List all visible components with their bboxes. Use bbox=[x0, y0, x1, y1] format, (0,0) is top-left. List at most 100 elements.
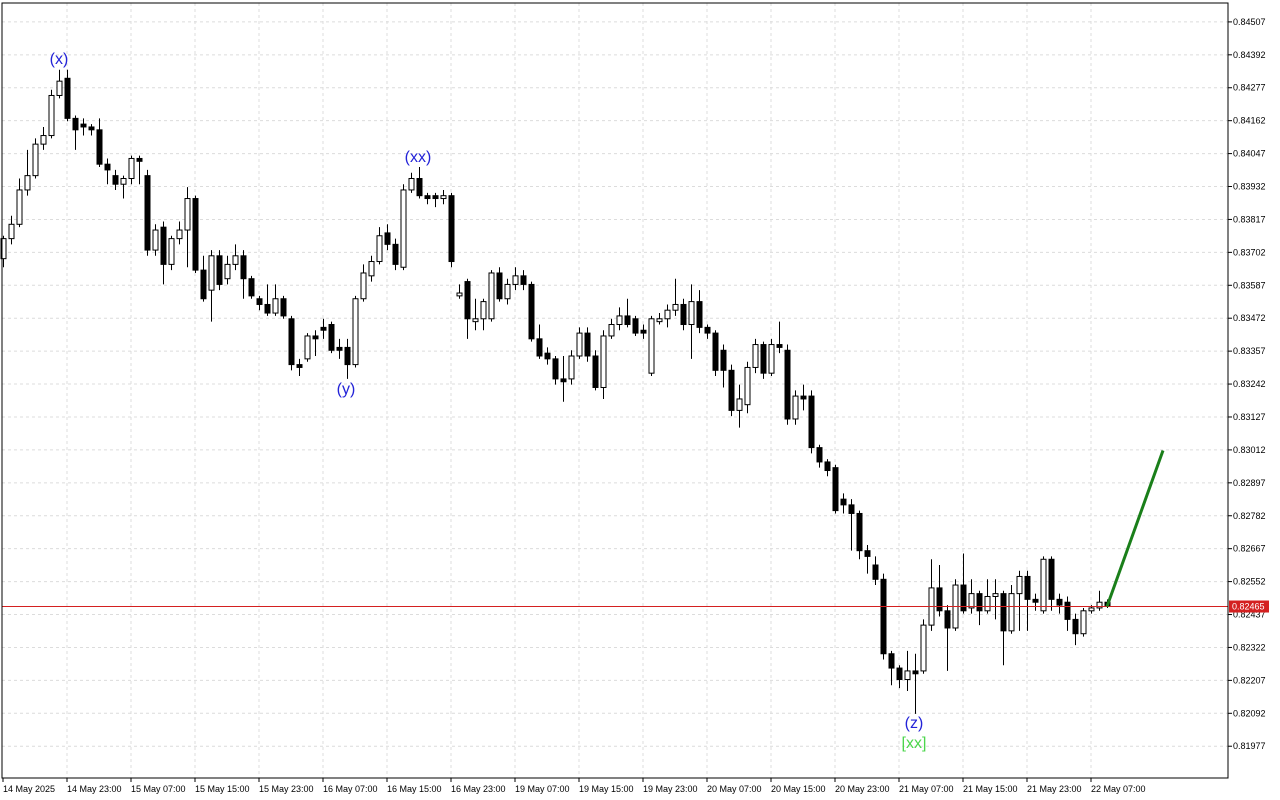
candle-body bbox=[296, 364, 303, 368]
candle-body bbox=[888, 653, 895, 669]
candle-body bbox=[120, 177, 127, 185]
candle-body bbox=[168, 238, 175, 265]
y-tick-label: 0.83817 bbox=[1233, 214, 1266, 224]
candle-body bbox=[768, 344, 775, 374]
candle-body bbox=[0, 238, 7, 260]
candle-body bbox=[432, 195, 439, 200]
x-tick-label: 19 May 23:00 bbox=[643, 784, 698, 794]
x-tick-label: 21 May 23:00 bbox=[1027, 784, 1082, 794]
candle-body bbox=[736, 398, 743, 411]
current-price-label: 0.82465 bbox=[1232, 602, 1265, 612]
candle-body bbox=[1024, 575, 1031, 600]
candle-body bbox=[640, 329, 647, 334]
candle-body bbox=[688, 301, 695, 326]
candle-body bbox=[544, 352, 551, 360]
candle-body bbox=[376, 235, 383, 263]
candle-body bbox=[1072, 618, 1079, 635]
x-tick-label: 20 May 07:00 bbox=[707, 784, 762, 794]
y-tick-label: 0.82667 bbox=[1233, 544, 1266, 554]
candle-body bbox=[272, 298, 279, 314]
candle-body bbox=[560, 378, 567, 383]
x-tick-label: 19 May 07:00 bbox=[515, 784, 570, 794]
candle-body bbox=[336, 346, 343, 351]
candle-body bbox=[1056, 598, 1063, 606]
candle-body bbox=[264, 303, 271, 314]
candle-body bbox=[88, 126, 95, 131]
wave-label: [xx] bbox=[902, 735, 927, 752]
y-tick-label: 0.83932 bbox=[1233, 182, 1266, 192]
candle-body bbox=[1080, 610, 1087, 635]
y-tick-label: 0.84392 bbox=[1233, 50, 1266, 60]
candle-body bbox=[240, 255, 247, 280]
candle-body bbox=[200, 269, 207, 300]
candle-body bbox=[760, 344, 767, 374]
candle-body bbox=[840, 498, 847, 506]
candle-body bbox=[344, 346, 351, 366]
candle-body bbox=[552, 358, 559, 380]
candle-body bbox=[880, 578, 887, 655]
candle-body bbox=[984, 595, 991, 612]
candle-body bbox=[848, 504, 855, 514]
current-price-box bbox=[1229, 600, 1269, 613]
candle-body bbox=[16, 189, 23, 225]
candle-body bbox=[456, 292, 463, 297]
y-tick-label: 0.83127 bbox=[1233, 412, 1266, 422]
y-tick-label: 0.83472 bbox=[1233, 313, 1266, 323]
candle-body bbox=[8, 223, 15, 240]
candle-body bbox=[312, 335, 319, 340]
candle-body bbox=[976, 593, 983, 612]
candle-body bbox=[752, 344, 759, 368]
candle-body bbox=[1008, 593, 1015, 632]
candle-body bbox=[192, 198, 199, 271]
candle-body bbox=[440, 195, 447, 200]
candle-body bbox=[680, 303, 687, 326]
candle-body bbox=[24, 175, 31, 191]
candle-body bbox=[216, 255, 223, 285]
candle-body bbox=[152, 229, 159, 251]
candle-body bbox=[936, 587, 943, 612]
candle-body bbox=[96, 129, 103, 165]
candle-body bbox=[408, 177, 415, 191]
candle-body bbox=[56, 80, 63, 96]
x-tick-label: 21 May 07:00 bbox=[899, 784, 954, 794]
candle-body bbox=[512, 275, 519, 285]
wave-label: (xx) bbox=[405, 149, 432, 166]
candle-body bbox=[128, 157, 135, 179]
y-tick-label: 0.84277 bbox=[1233, 83, 1266, 93]
y-tick-label: 0.82437 bbox=[1233, 610, 1266, 620]
candle-body bbox=[288, 318, 295, 366]
candle-body bbox=[744, 366, 751, 406]
wave-label: (x) bbox=[50, 51, 69, 68]
y-tick-label: 0.81977 bbox=[1233, 741, 1266, 751]
y-tick-label: 0.84047 bbox=[1233, 149, 1266, 159]
candle-body bbox=[784, 349, 791, 420]
candle-body bbox=[520, 275, 527, 285]
candle-body bbox=[904, 670, 911, 681]
candle-body bbox=[1016, 575, 1023, 595]
candle-body bbox=[448, 195, 455, 263]
candle-body bbox=[968, 593, 975, 609]
candle-body bbox=[248, 278, 255, 297]
x-tick-label: 16 May 23:00 bbox=[451, 784, 506, 794]
x-tick-label: 15 May 23:00 bbox=[259, 784, 314, 794]
candle-body bbox=[280, 298, 287, 317]
candle-body bbox=[136, 157, 143, 162]
candle-body bbox=[224, 263, 231, 280]
candle-body bbox=[608, 324, 615, 337]
candle-body bbox=[776, 344, 783, 348]
candle-body bbox=[424, 195, 431, 200]
candle-body bbox=[72, 117, 79, 131]
candle-body bbox=[208, 255, 215, 291]
y-tick-label: 0.84507 bbox=[1233, 17, 1266, 27]
candle-body bbox=[944, 610, 951, 629]
candle-body bbox=[960, 584, 967, 612]
candle-body bbox=[712, 332, 719, 371]
candle-body bbox=[176, 229, 183, 240]
wave-label: (z) bbox=[905, 715, 924, 732]
candle-body bbox=[48, 94, 55, 137]
candle-body bbox=[672, 303, 679, 311]
candle-body bbox=[328, 324, 335, 351]
